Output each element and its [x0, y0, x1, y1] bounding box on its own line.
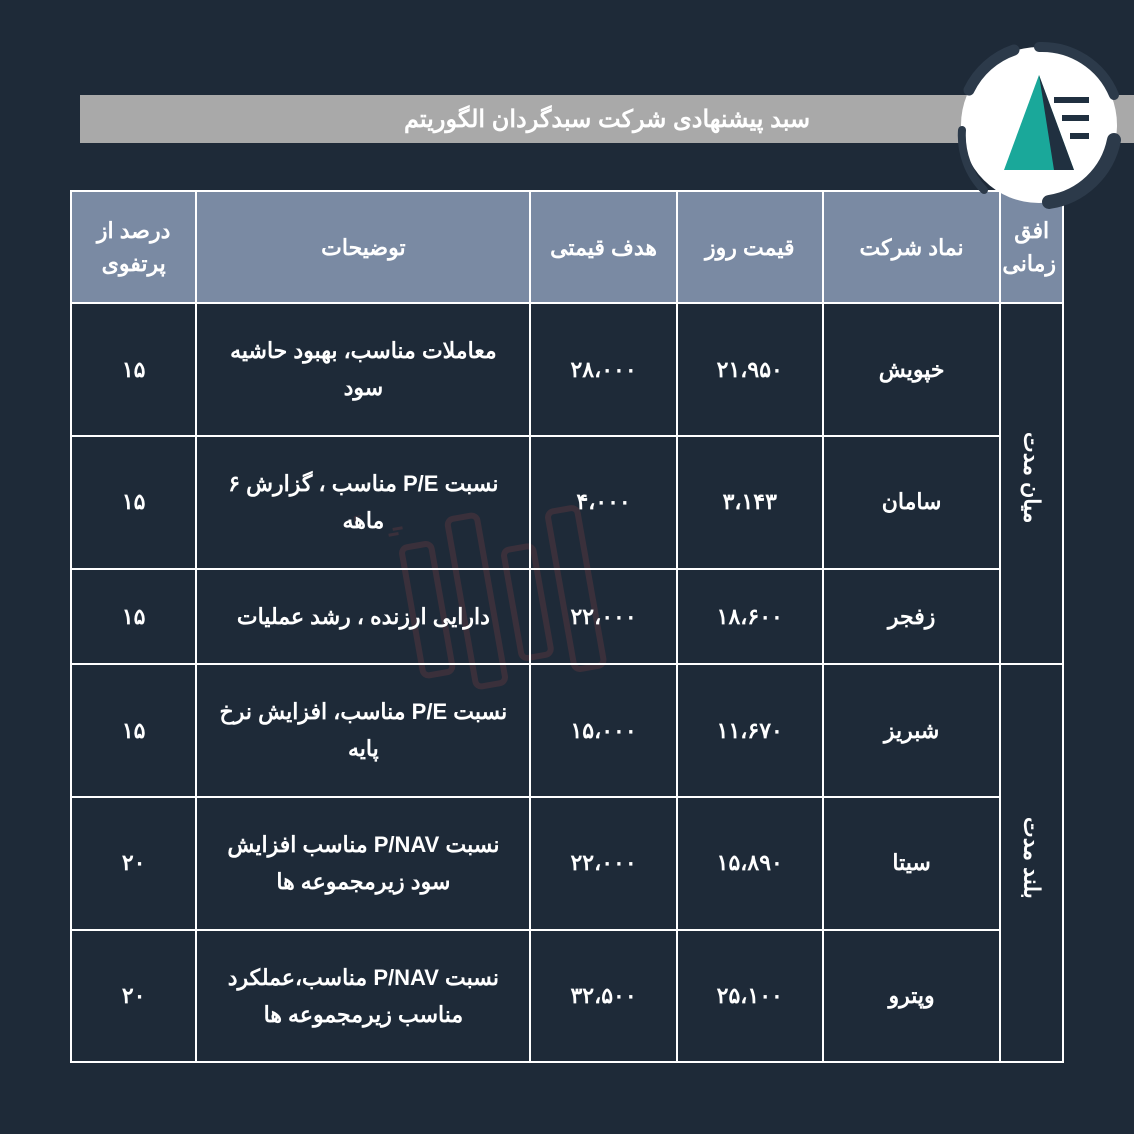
cell-symbol: سامان	[823, 436, 1001, 569]
cell-target-price: ۳۲،۵۰۰	[530, 930, 676, 1063]
horizon-label: بلند مدت	[1013, 817, 1050, 899]
cell-target-price: ۲۲،۰۰۰	[530, 569, 676, 664]
table-row: سامان ۳،۱۴۳ ۴،۰۰۰ نسبت P/E مناسب ، گزارش…	[71, 436, 1063, 569]
col-header-desc: توضیحات	[196, 191, 530, 303]
horizon-cell-midterm: میان مدت	[1000, 303, 1063, 664]
cell-symbol: وپترو	[823, 930, 1001, 1063]
cell-pct: ۲۰	[71, 797, 196, 930]
horizon-label: میان مدت	[1013, 432, 1050, 523]
cell-day-price: ۱۱،۶۷۰	[677, 664, 823, 797]
table-row: زفجر ۱۸،۶۰۰ ۲۲،۰۰۰ دارایی ارزنده ، رشد ع…	[71, 569, 1063, 664]
portfolio-table-container: افق زمانی نماد شرکت قیمت روز هدف قیمتی ت…	[70, 190, 1064, 1063]
cell-pct: ۱۵	[71, 569, 196, 664]
cell-symbol: سیتا	[823, 797, 1001, 930]
cell-target-price: ۲۸،۰۰۰	[530, 303, 676, 436]
cell-target-price: ۱۵،۰۰۰	[530, 664, 676, 797]
cell-day-price: ۱۸،۶۰۰	[677, 569, 823, 664]
cell-day-price: ۲۱،۹۵۰	[677, 303, 823, 436]
cell-symbol: شبریز	[823, 664, 1001, 797]
cell-day-price: ۳،۱۴۳	[677, 436, 823, 569]
table-row: میان مدت خپویش ۲۱،۹۵۰ ۲۸،۰۰۰ معاملات منا…	[71, 303, 1063, 436]
horizon-cell-longterm: بلند مدت	[1000, 664, 1063, 1062]
cell-pct: ۱۵	[71, 303, 196, 436]
cell-desc: دارایی ارزنده ، رشد عملیات	[196, 569, 530, 664]
page-title-text: سبد پیشنهادی شرکت سبدگردان الگوریتم	[404, 105, 810, 134]
company-logo	[954, 40, 1124, 210]
col-header-pct: درصد از پرتفوی	[71, 191, 196, 303]
cell-target-price: ۲۲،۰۰۰	[530, 797, 676, 930]
header-row: افق زمانی نماد شرکت قیمت روز هدف قیمتی ت…	[71, 191, 1063, 303]
table-row: سیتا ۱۵،۸۹۰ ۲۲،۰۰۰ نسبت P/NAV مناسب افزا…	[71, 797, 1063, 930]
col-header-day-price: قیمت روز	[677, 191, 823, 303]
cell-pct: ۲۰	[71, 930, 196, 1063]
cell-day-price: ۲۵،۱۰۰	[677, 930, 823, 1063]
cell-desc: نسبت P/NAV مناسب افزایش سود زیرمجموعه ها	[196, 797, 530, 930]
portfolio-table: افق زمانی نماد شرکت قیمت روز هدف قیمتی ت…	[70, 190, 1064, 1063]
cell-symbol: زفجر	[823, 569, 1001, 664]
table-row: بلند مدت شبریز ۱۱،۶۷۰ ۱۵،۰۰۰ نسبت P/E من…	[71, 664, 1063, 797]
cell-desc: نسبت P/NAV مناسب،عملکرد مناسب زیرمجموعه …	[196, 930, 530, 1063]
cell-pct: ۱۵	[71, 664, 196, 797]
cell-desc: نسبت P/E مناسب، افزایش نرخ پایه	[196, 664, 530, 797]
cell-desc: نسبت P/E مناسب ، گزارش ۶ ماهه	[196, 436, 530, 569]
cell-symbol: خپویش	[823, 303, 1001, 436]
table-row: وپترو ۲۵،۱۰۰ ۳۲،۵۰۰ نسبت P/NAV مناسب،عمل…	[71, 930, 1063, 1063]
col-header-target-price: هدف قیمتی	[530, 191, 676, 303]
cell-target-price: ۴،۰۰۰	[530, 436, 676, 569]
cell-day-price: ۱۵،۸۹۰	[677, 797, 823, 930]
cell-desc: معاملات مناسب، بهبود حاشیه سود	[196, 303, 530, 436]
cell-pct: ۱۵	[71, 436, 196, 569]
